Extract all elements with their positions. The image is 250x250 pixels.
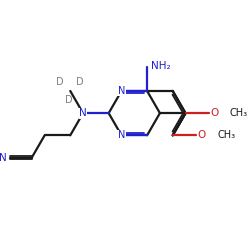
Text: NH₂: NH₂ bbox=[151, 61, 171, 71]
Text: D: D bbox=[65, 95, 73, 105]
Text: D: D bbox=[56, 77, 64, 87]
Text: CH₃: CH₃ bbox=[230, 108, 248, 118]
Text: N: N bbox=[79, 108, 87, 118]
Text: D: D bbox=[76, 77, 84, 87]
Text: O: O bbox=[210, 108, 219, 118]
Text: N: N bbox=[118, 86, 125, 96]
Text: CH₃: CH₃ bbox=[217, 130, 235, 140]
Text: O: O bbox=[198, 130, 206, 140]
Text: N: N bbox=[0, 152, 7, 162]
Text: N: N bbox=[118, 130, 125, 140]
